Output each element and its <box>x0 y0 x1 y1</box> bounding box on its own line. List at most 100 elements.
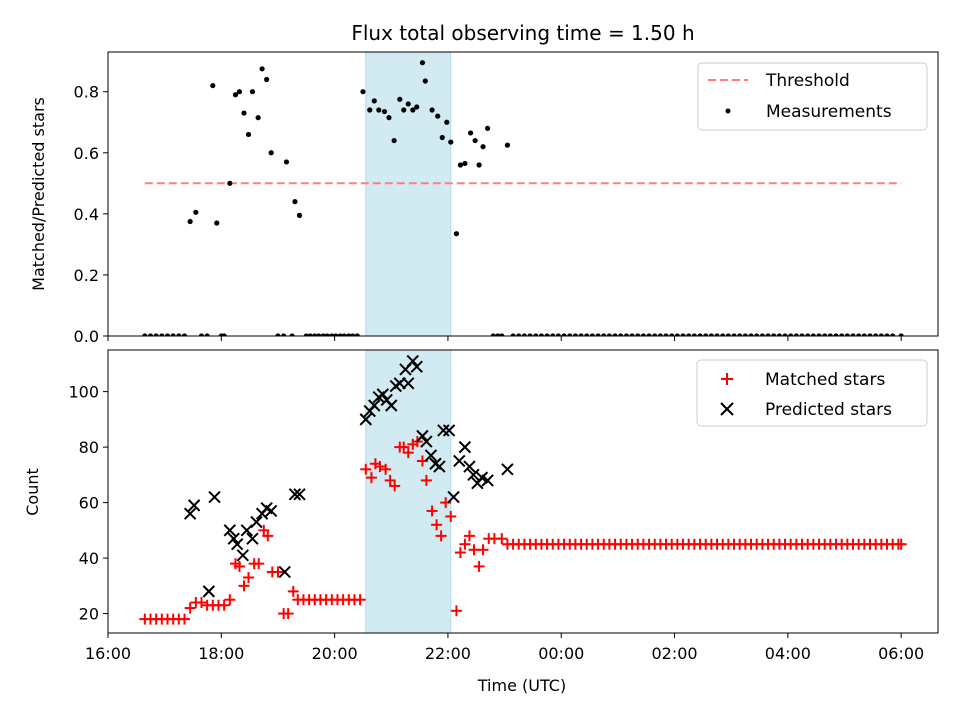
matched-stars-point <box>384 474 396 486</box>
measurements-point <box>827 333 833 336</box>
measurements-point <box>822 333 828 336</box>
predicted-stars-point <box>183 507 197 520</box>
measurements-point <box>748 333 754 336</box>
measurements-point <box>142 333 148 336</box>
x-tick-label: 06:00 <box>878 644 924 663</box>
measurements-point <box>198 333 205 336</box>
measurements-point <box>444 119 450 125</box>
matched-stars-point <box>435 530 447 542</box>
measurements-point <box>618 333 624 336</box>
x-tick-label: 16:00 <box>85 644 131 663</box>
predicted-stars-point <box>467 468 480 482</box>
measurements-point <box>510 333 516 336</box>
measurements-point <box>771 333 777 336</box>
x-axis-ticks <box>107 336 902 341</box>
measurements-point <box>873 333 879 336</box>
measurements-point <box>878 333 884 336</box>
measurements-point <box>561 333 567 336</box>
measurements-point <box>381 108 388 115</box>
measurements-point <box>839 333 845 336</box>
measurements-point <box>341 333 347 336</box>
measurements-point <box>754 333 760 336</box>
measurements-point <box>697 333 703 336</box>
predicted-stars-point <box>223 524 237 537</box>
x-tick-label: 04:00 <box>765 644 811 663</box>
measurements-point <box>584 333 590 336</box>
measurements-point <box>232 92 239 98</box>
measurements-point <box>476 162 482 168</box>
measurements-point <box>805 333 811 336</box>
measurements-point <box>422 78 428 84</box>
measurements-point <box>259 66 265 72</box>
predicted-stars-point <box>433 460 446 473</box>
measurements-point <box>176 333 182 336</box>
measurements-point <box>652 333 658 336</box>
matched-stars-point <box>445 510 457 522</box>
measurements-point <box>214 220 220 226</box>
matched-stars-point <box>420 474 432 486</box>
measurements-point <box>401 107 407 113</box>
predicted-stars-point <box>236 549 250 562</box>
matched-stars-point <box>258 524 270 536</box>
measurements-point <box>589 333 596 336</box>
predicted-stars-point <box>202 585 216 598</box>
predicted-stars-point <box>447 490 460 504</box>
measurements-point <box>354 333 360 336</box>
measurements-point <box>890 333 896 336</box>
measurements-point <box>623 333 629 336</box>
measurements-point <box>159 333 165 336</box>
measurements-point <box>303 333 309 336</box>
measurements-point <box>283 159 290 165</box>
measurements-point <box>333 333 339 336</box>
predicted-stars-point <box>410 360 423 373</box>
measurements-point <box>521 333 528 336</box>
measurements-point <box>164 333 171 336</box>
measurements-point <box>861 333 867 336</box>
measurements-point <box>708 333 714 336</box>
measurements-point <box>686 333 692 336</box>
measurements-point <box>376 107 382 113</box>
measurements-point <box>296 212 303 218</box>
predicted-stars-point <box>406 354 420 368</box>
matched-stars-point <box>360 463 372 475</box>
predicted-stars-point <box>230 538 244 551</box>
observing-window-band <box>365 51 452 337</box>
measurements-point <box>472 137 478 144</box>
measurements-point <box>457 162 463 168</box>
measurements-point <box>612 333 618 336</box>
predicted-stars-point <box>293 488 306 501</box>
measurements-point <box>572 333 579 336</box>
matched-stars-point <box>380 463 392 475</box>
measurements-point <box>264 76 270 83</box>
measurements-point <box>307 333 313 336</box>
measurements-point <box>657 333 663 336</box>
measurements-point <box>210 82 216 89</box>
measurements-point <box>405 101 411 107</box>
predicted-stars-point <box>359 413 372 426</box>
predicted-stars-point <box>208 490 221 504</box>
measurements-point <box>669 333 675 336</box>
measurements-point <box>635 333 641 336</box>
measurements-point <box>312 333 318 336</box>
measurements-point <box>680 333 686 336</box>
y-tick-label: 0.8 <box>74 83 99 102</box>
measurements-point <box>844 333 850 336</box>
predicted-stars-point <box>264 504 278 518</box>
measurements-point <box>360 89 366 95</box>
measurements-point <box>448 139 454 145</box>
matched-stars-point <box>253 558 265 570</box>
measurements-point <box>898 333 904 336</box>
matched-stars-point <box>402 447 414 459</box>
predicted-stars-point <box>368 399 381 412</box>
predicted-stars-point <box>246 532 259 545</box>
predicted-stars-point <box>420 435 433 448</box>
observing-window-span <box>365 51 452 337</box>
predicted-stars-point <box>424 449 438 462</box>
observing-window-band <box>365 349 452 634</box>
measurements-point <box>833 333 839 336</box>
plot-frame <box>107 349 939 634</box>
predicted-stars-point <box>453 454 466 468</box>
measurements-point <box>462 160 468 167</box>
measurements-point <box>606 333 612 336</box>
matched-stars-point <box>178 613 190 625</box>
